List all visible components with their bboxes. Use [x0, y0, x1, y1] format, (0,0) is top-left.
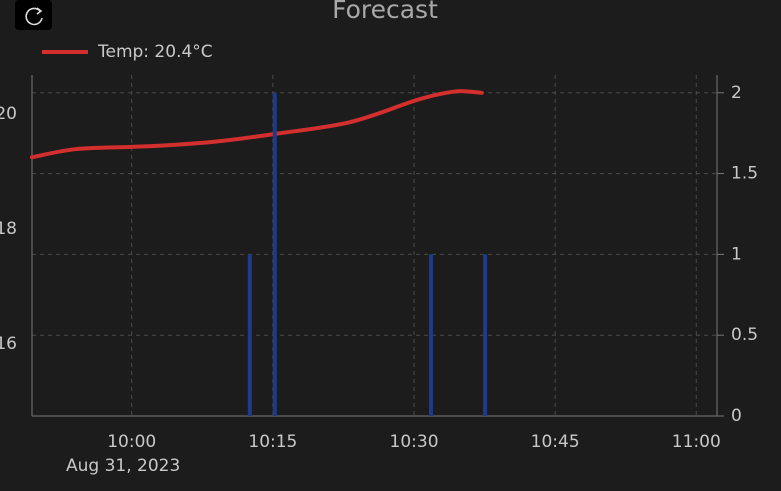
legend-label: Temp: 20.4°C — [97, 42, 213, 62]
x-tick-label: 10:00 — [107, 432, 156, 452]
x-tick-date: Aug 31, 2023 — [66, 456, 180, 476]
x-tick-label: 10:45 — [531, 432, 580, 452]
chart-title: Forecast — [332, 0, 438, 24]
y-tick-label: 20 — [0, 104, 17, 124]
y2-tick-label: 1 — [731, 244, 742, 264]
refresh-button-bg[interactable] — [15, 0, 52, 30]
refresh-icon[interactable] — [25, 7, 43, 26]
y-tick-label: 18 — [0, 219, 17, 239]
refresh-button[interactable] — [15, 0, 52, 30]
x-tick-label: 10:15 — [248, 432, 297, 452]
bar — [247, 254, 252, 416]
y2-tick-label: 1.5 — [731, 164, 758, 184]
bar — [428, 254, 433, 416]
x-tick-label: 11:00 — [672, 432, 721, 452]
y-tick-label: 16 — [0, 334, 17, 354]
x-tick-label: 10:30 — [390, 432, 439, 452]
bar — [483, 254, 488, 416]
y2-tick-label: 0 — [731, 406, 742, 426]
bar — [272, 92, 277, 416]
y2-tick-label: 0.5 — [731, 325, 758, 345]
refresh-icon-arrow[interactable] — [36, 7, 43, 15]
y2-tick-label: 2 — [731, 83, 742, 103]
